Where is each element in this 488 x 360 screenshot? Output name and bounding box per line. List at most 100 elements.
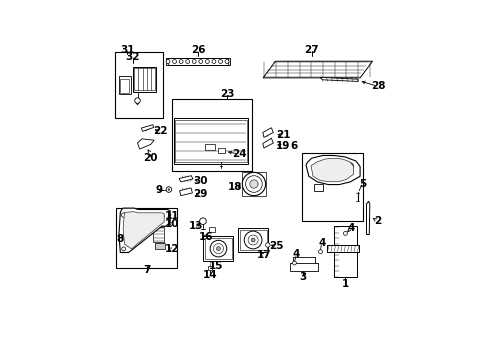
Circle shape — [122, 247, 125, 251]
Text: 15: 15 — [208, 261, 223, 270]
Bar — [241, 172, 265, 196]
Polygon shape — [141, 125, 153, 131]
Circle shape — [216, 247, 220, 251]
Circle shape — [224, 59, 228, 63]
Bar — [129, 228, 140, 239]
Polygon shape — [119, 208, 170, 252]
Text: 25: 25 — [268, 241, 283, 251]
Polygon shape — [310, 158, 353, 182]
Bar — [301, 153, 362, 221]
Circle shape — [205, 59, 209, 63]
Text: 7: 7 — [142, 265, 150, 275]
Text: 20: 20 — [142, 153, 157, 163]
Text: 19: 19 — [275, 141, 290, 151]
Bar — [166, 58, 229, 66]
Bar — [314, 184, 322, 191]
Polygon shape — [123, 212, 164, 249]
Bar — [239, 230, 266, 250]
Bar — [326, 245, 358, 252]
Text: 8: 8 — [117, 234, 123, 244]
Circle shape — [247, 235, 258, 245]
Text: 30: 30 — [193, 176, 207, 186]
Circle shape — [242, 172, 265, 196]
Polygon shape — [179, 188, 192, 195]
Text: 21: 21 — [276, 130, 290, 140]
Text: 10: 10 — [165, 219, 179, 229]
Bar — [155, 243, 164, 249]
Bar — [333, 226, 357, 278]
Circle shape — [185, 59, 189, 63]
Bar — [203, 237, 233, 261]
Bar — [120, 79, 128, 93]
Bar — [237, 228, 268, 252]
Circle shape — [166, 187, 171, 192]
Circle shape — [265, 243, 269, 247]
Bar — [204, 238, 232, 260]
Text: 2: 2 — [373, 216, 381, 226]
Circle shape — [244, 231, 262, 249]
Text: 12: 12 — [165, 244, 179, 255]
Bar — [133, 67, 156, 92]
Bar — [208, 266, 212, 270]
Bar — [171, 99, 251, 171]
Bar — [166, 58, 168, 66]
Bar — [119, 76, 130, 94]
Polygon shape — [366, 201, 369, 234]
Circle shape — [168, 189, 169, 190]
Polygon shape — [262, 138, 273, 148]
Text: 32: 32 — [125, 52, 140, 62]
Text: 3: 3 — [299, 273, 306, 283]
Text: 6: 6 — [290, 141, 297, 151]
Bar — [173, 118, 248, 164]
Text: 23: 23 — [219, 90, 234, 99]
Bar — [161, 222, 165, 226]
Text: 18: 18 — [227, 183, 242, 192]
Text: 14: 14 — [203, 270, 217, 280]
Bar — [208, 227, 214, 232]
Text: 29: 29 — [193, 189, 207, 199]
Bar — [218, 148, 224, 153]
Bar — [153, 227, 164, 242]
Circle shape — [213, 244, 223, 253]
Circle shape — [179, 59, 183, 63]
Polygon shape — [179, 176, 193, 182]
Circle shape — [158, 213, 164, 219]
Circle shape — [218, 59, 222, 63]
Bar — [204, 144, 215, 150]
Circle shape — [245, 176, 262, 192]
Bar — [289, 263, 317, 270]
Circle shape — [199, 218, 206, 225]
Text: 28: 28 — [370, 81, 385, 91]
Polygon shape — [263, 61, 372, 78]
Bar — [128, 228, 141, 240]
Text: 26: 26 — [190, 45, 205, 55]
Circle shape — [172, 59, 176, 63]
Circle shape — [212, 59, 215, 63]
Text: 11: 11 — [165, 211, 179, 221]
Text: 5: 5 — [358, 179, 365, 189]
Text: 9: 9 — [155, 185, 162, 194]
Circle shape — [166, 59, 170, 63]
Text: 13: 13 — [188, 221, 203, 231]
Circle shape — [160, 215, 162, 217]
Bar — [116, 208, 177, 268]
Circle shape — [210, 240, 226, 257]
Circle shape — [121, 213, 125, 217]
Text: 1: 1 — [341, 279, 348, 289]
Bar — [227, 58, 229, 66]
Circle shape — [347, 165, 351, 168]
Circle shape — [135, 98, 140, 103]
Text: 22: 22 — [153, 126, 167, 136]
Text: 17: 17 — [256, 250, 271, 260]
Polygon shape — [319, 77, 357, 81]
Bar — [175, 120, 246, 162]
Circle shape — [346, 163, 353, 170]
Circle shape — [199, 59, 203, 63]
Polygon shape — [262, 128, 273, 138]
Circle shape — [343, 231, 346, 235]
Circle shape — [251, 238, 255, 242]
Circle shape — [192, 59, 196, 63]
Text: 4: 4 — [346, 222, 354, 233]
Circle shape — [318, 250, 322, 253]
Text: 4: 4 — [291, 249, 299, 260]
